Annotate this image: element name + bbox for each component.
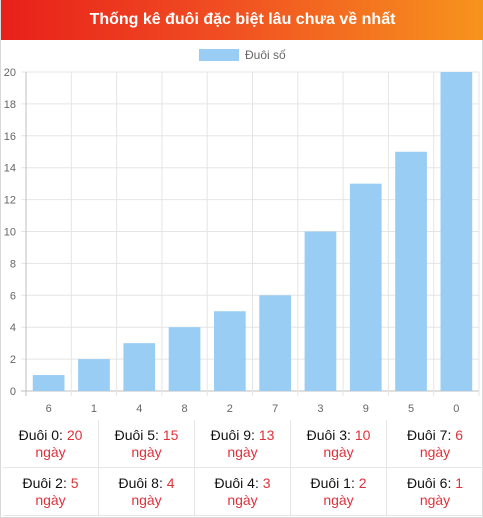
stat-value: 3 <box>262 474 271 491</box>
stat-unit: ngày <box>323 491 354 508</box>
y-tick-label: 6 <box>10 290 16 302</box>
x-tick-label: 9 <box>363 403 369 415</box>
stat-label: Đuôi 4: <box>214 474 259 491</box>
x-tick-label: 4 <box>136 403 142 415</box>
stat-unit: ngày <box>35 443 66 460</box>
stat-label: Đuôi 3: <box>306 426 351 443</box>
stat-value: 1 <box>455 474 464 491</box>
x-tick-label: 7 <box>272 403 278 415</box>
stat-unit: ngày <box>323 443 354 460</box>
stat-cell: Đuôi 2: 5 ngày <box>3 468 99 516</box>
y-tick-label: 0 <box>10 386 16 398</box>
y-tick-label: 10 <box>4 227 16 239</box>
y-tick-label: 16 <box>4 131 16 143</box>
stats-grid: Đuôi 0: 20 ngày Đuôi 5: 15 ngày Đuôi 9: 13… <box>3 420 483 516</box>
stat-unit: ngày <box>131 491 162 508</box>
stat-cell: Đuôi 4: 3 ngày <box>195 468 291 516</box>
y-tick-label: 14 <box>4 163 16 175</box>
stat-cell: Đuôi 3: 10 ngày <box>291 420 387 468</box>
stat-unit: ngày <box>131 443 162 460</box>
stat-cell: Đuôi 9: 13 ngày <box>195 420 291 468</box>
stat-cell: Đuôi 7: 6 ngày <box>387 420 483 468</box>
stat-unit: ngày <box>419 491 451 508</box>
y-tick-label: 18 <box>4 99 16 111</box>
x-tick-label: 8 <box>181 403 187 415</box>
stat-value: 20 <box>66 426 83 443</box>
x-tick-label: 0 <box>453 403 459 415</box>
bar[interactable] <box>259 295 292 391</box>
stat-value: 10 <box>354 426 371 443</box>
x-tick-label: 3 <box>317 403 323 415</box>
stat-label: Đuôi 6: <box>406 474 452 491</box>
stat-value: 2 <box>358 474 367 491</box>
y-tick-label: 4 <box>10 322 16 334</box>
x-tick-label: 5 <box>408 403 414 415</box>
stat-unit: ngày <box>419 443 451 460</box>
bar[interactable] <box>78 359 110 391</box>
stat-label: Đuôi 5: <box>114 426 159 443</box>
x-tick-label: 6 <box>46 403 52 415</box>
bar[interactable] <box>213 311 246 391</box>
y-tick-label: 20 <box>4 67 16 79</box>
x-tick-label: 2 <box>227 403 233 415</box>
stat-value: 5 <box>70 474 79 491</box>
stat-label: Đuôi 1: <box>310 474 355 491</box>
stat-value: 4 <box>166 474 175 491</box>
bar[interactable] <box>349 183 382 391</box>
y-tick-label: 2 <box>10 354 16 366</box>
stat-cell: Đuôi 8: 4 ngày <box>99 468 195 516</box>
stat-value: 6 <box>455 426 464 443</box>
stat-unit: ngày <box>227 491 258 508</box>
stat-cell: Đuôi 0: 20 ngày <box>3 420 99 468</box>
legend-swatch <box>199 49 239 61</box>
stat-label: Đuôi 7: <box>406 426 452 443</box>
stat-cell: Đuôi 1: 2 ngày <box>291 468 387 516</box>
bar[interactable] <box>168 327 201 391</box>
bar[interactable] <box>32 375 65 391</box>
stat-cell: Đuôi 6: 1 ngày <box>387 468 483 516</box>
stat-value: 13 <box>258 426 275 443</box>
bar[interactable] <box>395 151 427 391</box>
stat-unit: ngày <box>227 443 258 460</box>
y-axis-ticks: 0 2 4 6 8 10 12 14 16 18 20 <box>4 67 16 398</box>
stat-label: Đuôi 0: <box>18 426 63 443</box>
stat-cell: Đuôi 5: 15 ngày <box>99 420 195 468</box>
legend-label: Đuôi số <box>245 48 286 62</box>
legend[interactable]: Đuôi số <box>199 48 286 62</box>
stat-label: Đuôi 9: <box>210 426 255 443</box>
stat-label: Đuôi 8: <box>118 474 163 491</box>
y-tick-label: 8 <box>10 258 16 270</box>
stat-unit: ngày <box>35 491 66 508</box>
stat-value: 15 <box>162 426 179 443</box>
bar[interactable] <box>304 231 337 392</box>
x-tick-label: 1 <box>91 403 97 415</box>
bar[interactable] <box>123 343 156 391</box>
grid-lines <box>21 71 480 396</box>
y-tick-label: 12 <box>4 195 16 207</box>
bars <box>32 72 473 392</box>
stat-label: Đuôi 2: <box>22 474 67 491</box>
bar[interactable] <box>440 72 473 391</box>
widget-title: Thống kê đuôi đặc biệt lâu chưa về nhất <box>1 0 483 40</box>
